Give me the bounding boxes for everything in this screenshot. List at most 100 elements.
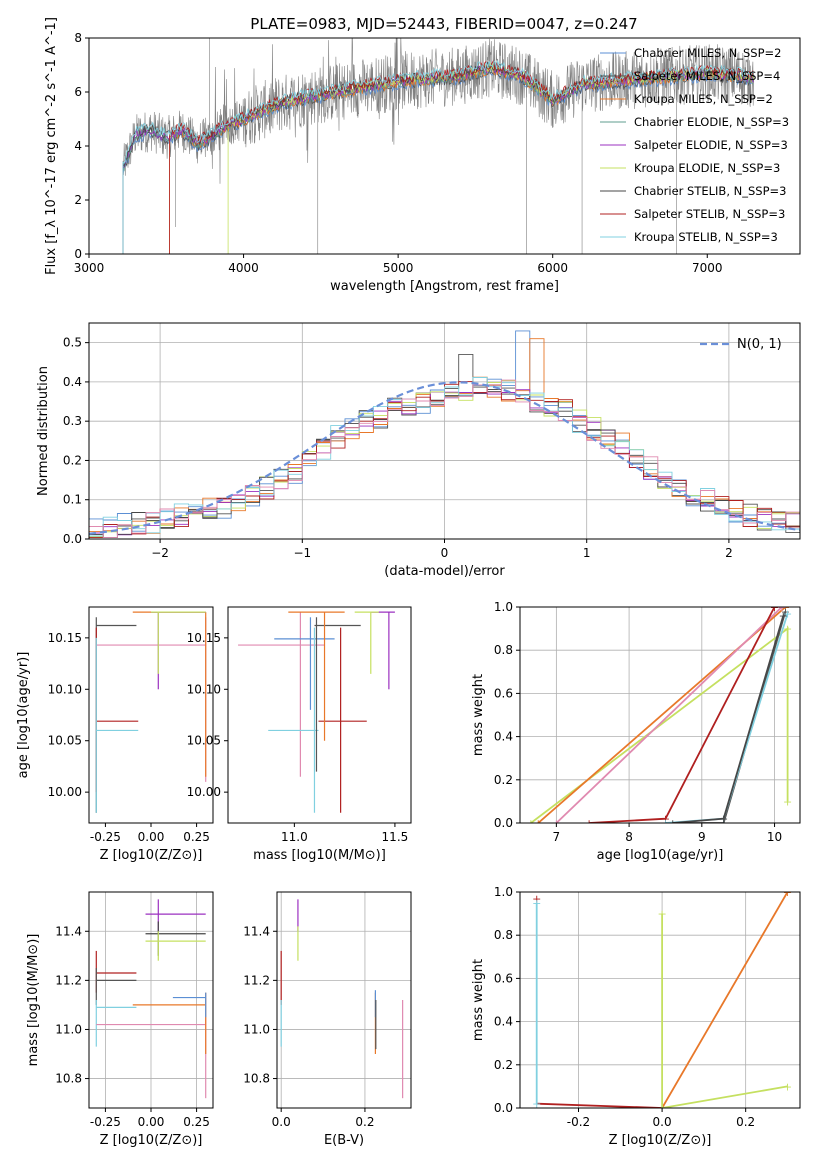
y-tick-label: 0 bbox=[74, 247, 82, 261]
x-axis-label: E(B-V) bbox=[324, 1133, 364, 1148]
plus-marker: + bbox=[783, 607, 792, 620]
y-axis-label: mass weight bbox=[471, 959, 486, 1041]
x-tick-label: 0.25 bbox=[183, 830, 210, 844]
plus-marker: + bbox=[552, 817, 561, 830]
x-tick-label: 0.0 bbox=[653, 1115, 672, 1129]
axes-frame bbox=[227, 606, 412, 824]
x-axis-label: (data-model)/error bbox=[384, 564, 505, 579]
x-tick-label: 0.2 bbox=[355, 1115, 374, 1129]
y-tick-label: 1.0 bbox=[494, 600, 513, 614]
x-tick-label: 2 bbox=[725, 546, 733, 560]
y-tick-label: 0.8 bbox=[494, 928, 513, 942]
axes-frame bbox=[88, 891, 214, 1109]
massweight-line bbox=[555, 607, 783, 823]
x-axis-label: Z [log10(Z/Z⊙)] bbox=[100, 848, 203, 863]
y-tick-label: 11.2 bbox=[243, 973, 270, 987]
legend-label: Chabrier STELIB, N_SSP=3 bbox=[634, 184, 786, 198]
x-tick-label: 0.2 bbox=[736, 1115, 755, 1129]
y-axis-label: mass [log10(M/M⊙)] bbox=[26, 934, 41, 1067]
x-tick-label: −2 bbox=[151, 546, 169, 560]
plus-marker: + bbox=[661, 817, 670, 830]
y-tick-label: 0.8 bbox=[494, 643, 513, 657]
axes-frame bbox=[88, 322, 801, 540]
legend-label: Kroupa STELIB, N_SSP=3 bbox=[634, 230, 778, 244]
y-tick-label: 11.2 bbox=[55, 973, 82, 987]
massweight-line bbox=[530, 626, 789, 823]
y-tick-label: 0.0 bbox=[494, 816, 513, 830]
x-axis-label: mass [log10(M/M⊙)] bbox=[253, 848, 386, 863]
x-tick-label: 5000 bbox=[383, 261, 414, 275]
y-tick-label: 0.3 bbox=[63, 414, 82, 428]
x-tick-label: 7000 bbox=[692, 261, 723, 275]
massweight-age-lines: ++++++++ +++ +++ +++ ++ bbox=[526, 601, 792, 830]
axes-frame bbox=[519, 891, 801, 1109]
x-tick-label: 8 bbox=[625, 830, 633, 844]
x-tick-label: 9 bbox=[698, 830, 706, 844]
legend-label: Kroupa MILES, N_SSP=2 bbox=[634, 92, 773, 106]
y-axis-label: mass weight bbox=[471, 674, 486, 756]
y-tick-label: 10.15 bbox=[187, 631, 221, 645]
x-axis-label: age [log10(age/yr)] bbox=[597, 848, 724, 863]
y-tick-label: 0.0 bbox=[494, 1101, 513, 1115]
massweight-line bbox=[536, 1102, 663, 1108]
massweight-line bbox=[661, 913, 788, 1108]
y-tick-label: 10.8 bbox=[55, 1072, 82, 1086]
x-tick-label: 1 bbox=[583, 546, 591, 560]
plus-marker: + bbox=[770, 601, 779, 614]
x-tick-label: 11.0 bbox=[281, 830, 308, 844]
x-tick-label: 0.00 bbox=[138, 830, 165, 844]
mass-EBV-points bbox=[280, 899, 404, 1099]
histograms bbox=[89, 330, 800, 539]
legend-label: Kroupa ELODIE, N_SSP=3 bbox=[634, 161, 780, 175]
y-tick-label: 10.10 bbox=[187, 682, 221, 696]
y-tick-label: 11.0 bbox=[243, 1022, 270, 1036]
y-tick-label: 6 bbox=[74, 85, 82, 99]
plus-marker: + bbox=[781, 605, 790, 618]
plus-marker: + bbox=[668, 817, 677, 830]
axes-frame bbox=[276, 891, 412, 1109]
y-tick-label: 10.05 bbox=[48, 734, 82, 748]
y-tick-label: 10.05 bbox=[187, 734, 221, 748]
massweight-line bbox=[672, 615, 785, 823]
x-tick-label: 11.5 bbox=[382, 830, 409, 844]
legend-label: Chabrier ELODIE, N_SSP=3 bbox=[634, 115, 789, 129]
plus-marker: + bbox=[532, 892, 541, 905]
model-spectrum bbox=[122, 61, 754, 254]
plus-marker: + bbox=[781, 601, 790, 614]
x-tick-label: 0 bbox=[441, 546, 449, 560]
legend-label: Salpeter STELIB, N_SSP=3 bbox=[634, 207, 785, 221]
y-tick-label: 11.4 bbox=[243, 924, 270, 938]
plus-marker: + bbox=[719, 817, 728, 830]
legend-label: Chabrier MILES, N_SSP=2 bbox=[634, 46, 781, 60]
y-tick-label: 8 bbox=[74, 31, 82, 45]
massweight-line bbox=[589, 607, 776, 823]
x-tick-label: 0.0 bbox=[272, 1115, 291, 1129]
axes-frame bbox=[88, 37, 801, 255]
model-spectrum bbox=[122, 66, 754, 254]
massweight-Z-lines: ++++++ bbox=[532, 886, 792, 1111]
y-tick-label: 0.2 bbox=[494, 773, 513, 787]
massweight-line bbox=[665, 611, 787, 823]
y-tick-label: 0.6 bbox=[494, 686, 513, 700]
y-tick-label: 10.10 bbox=[48, 682, 82, 696]
massweight-line bbox=[665, 613, 789, 823]
y-tick-label: 0.4 bbox=[494, 730, 513, 744]
y-tick-label: 11.0 bbox=[55, 1022, 82, 1036]
plus-marker: + bbox=[584, 817, 593, 830]
plus-marker: + bbox=[532, 897, 541, 910]
axes-frame bbox=[88, 606, 214, 824]
y-tick-label: 1.0 bbox=[494, 885, 513, 899]
y-tick-label: 0.4 bbox=[63, 375, 82, 389]
plus-marker: + bbox=[783, 886, 792, 899]
plus-marker: + bbox=[777, 601, 786, 614]
mass-Z-points bbox=[95, 899, 207, 1099]
plus-marker: + bbox=[783, 623, 792, 636]
plus-marker: + bbox=[532, 1098, 541, 1111]
x-tick-label: 4000 bbox=[228, 261, 259, 275]
x-tick-label: 3000 bbox=[74, 261, 105, 275]
x-tick-label: 0.25 bbox=[183, 1115, 210, 1129]
histogram-step bbox=[89, 379, 800, 538]
legend-label: Salpeter ELODIE, N_SSP=3 bbox=[634, 138, 788, 152]
y-tick-label: 11.4 bbox=[55, 924, 82, 938]
x-tick-label: -0.2 bbox=[567, 1115, 590, 1129]
